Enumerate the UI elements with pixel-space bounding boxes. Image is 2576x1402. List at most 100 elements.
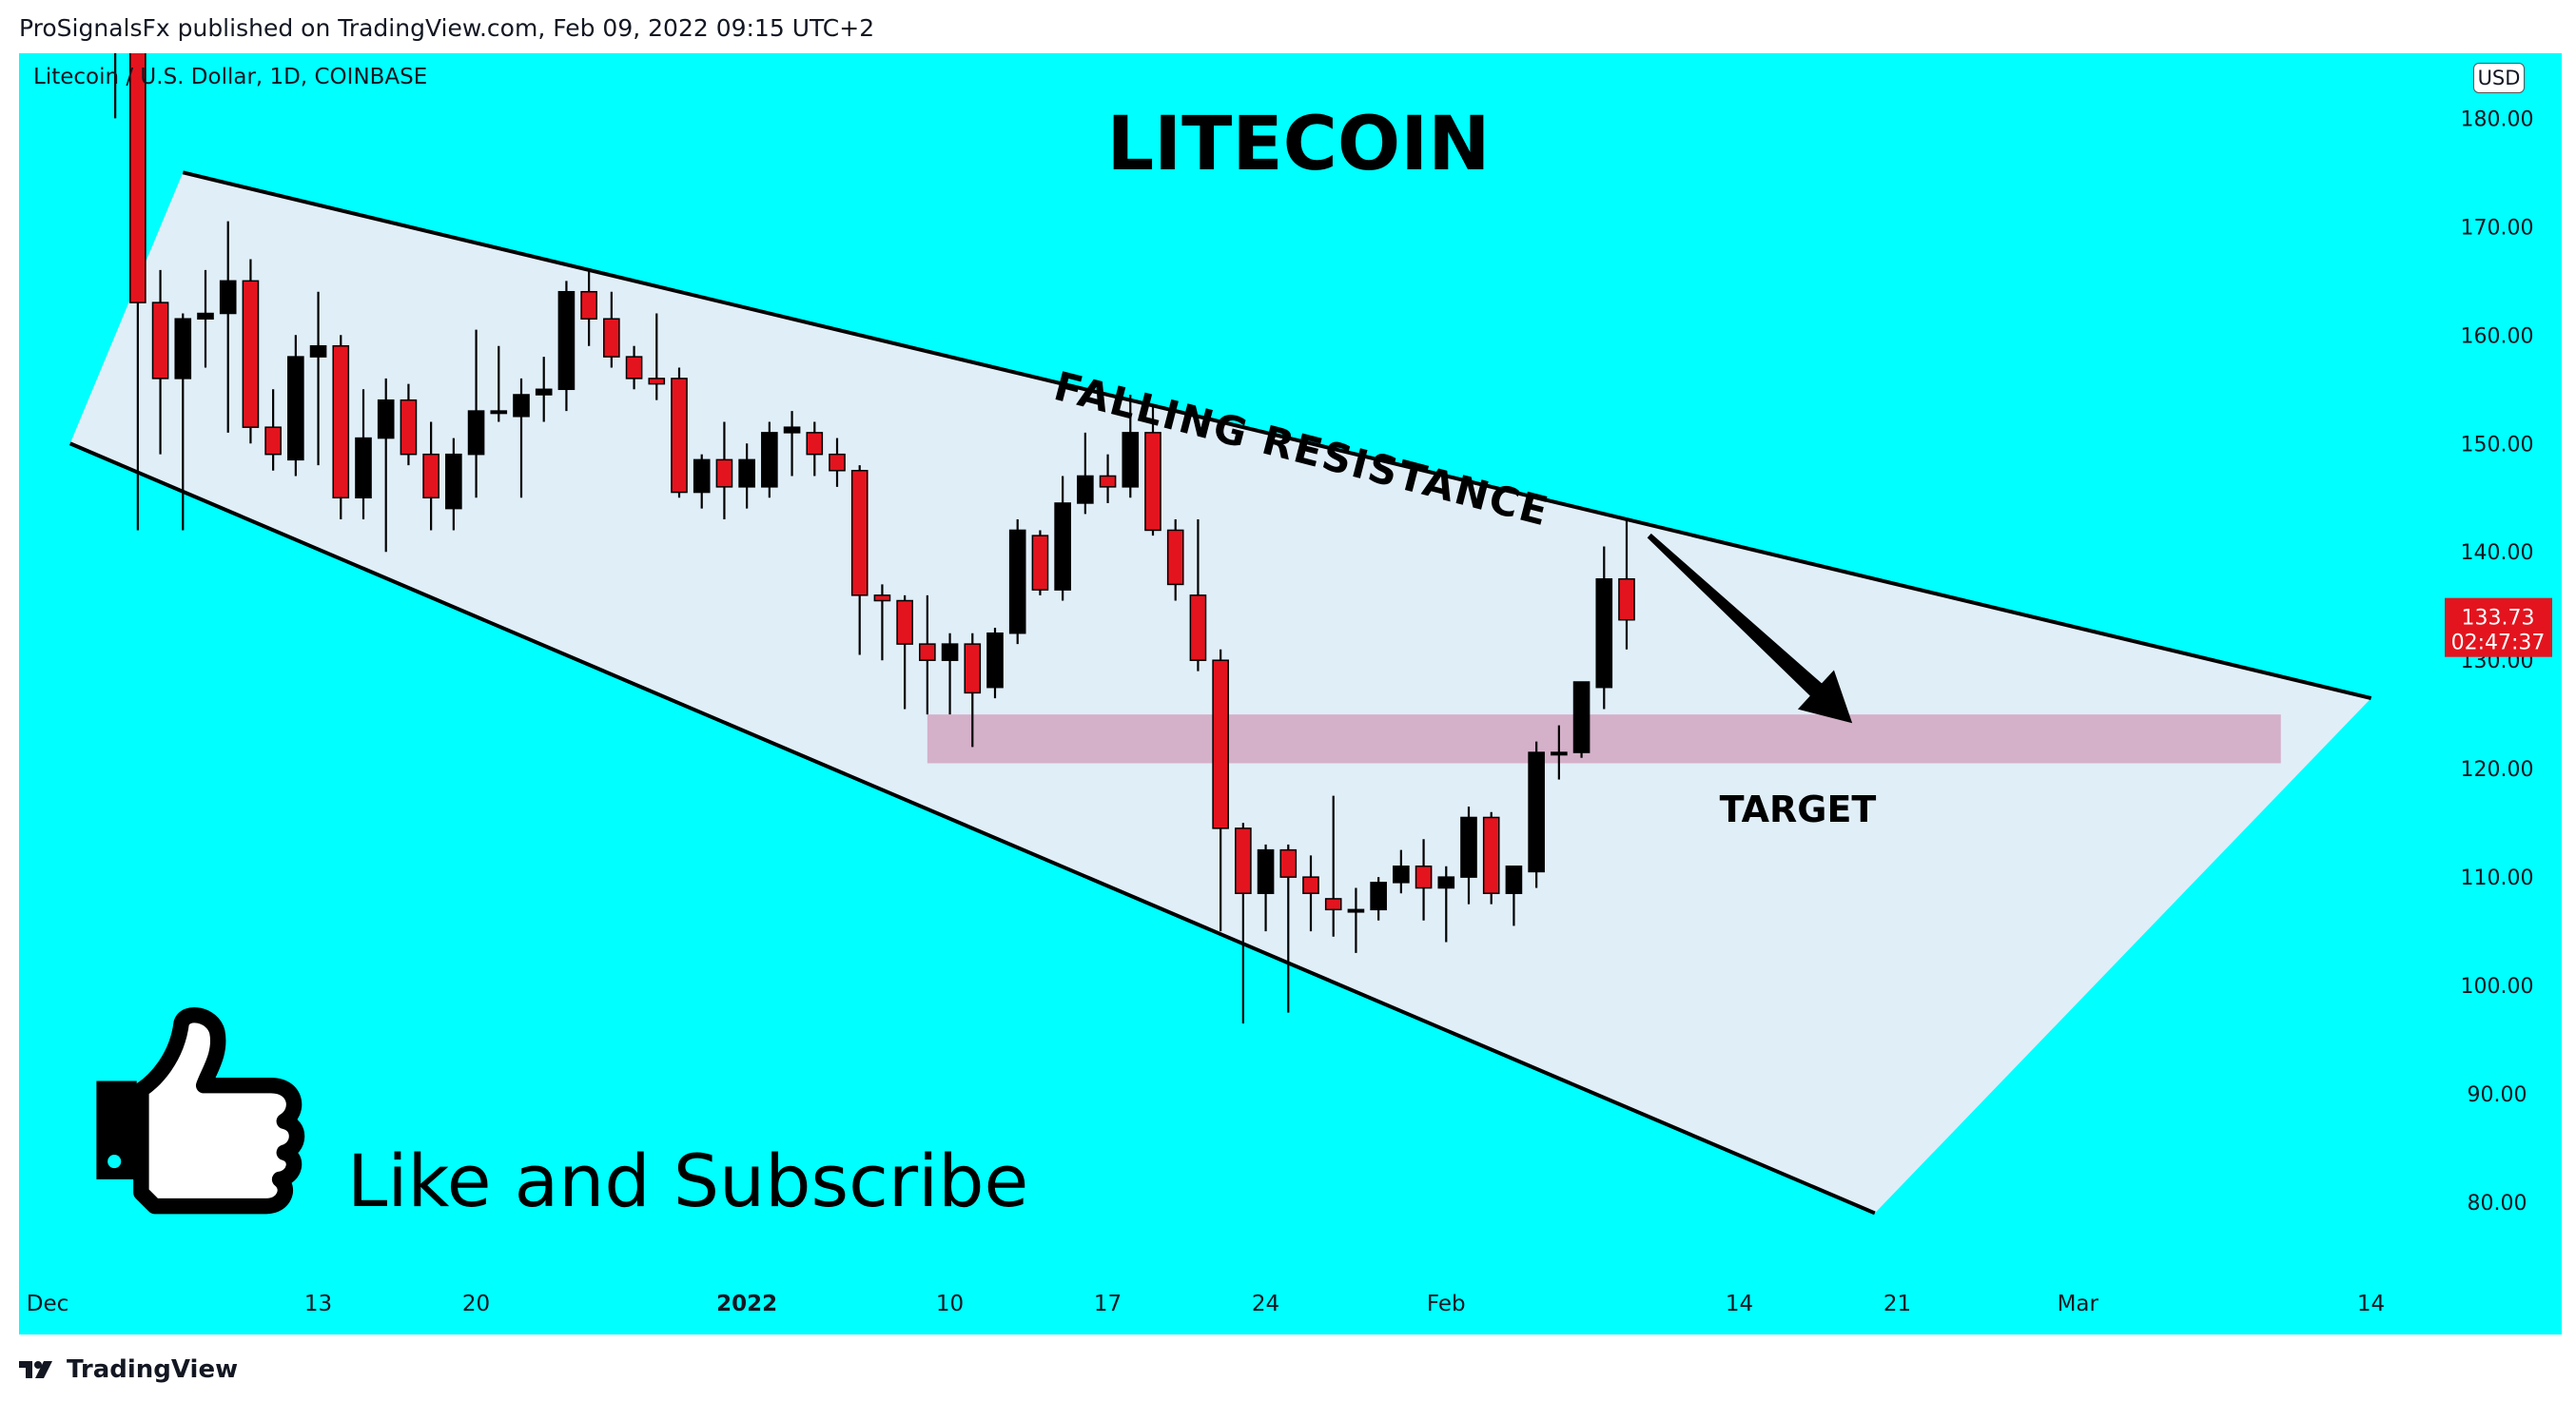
- candles-layer: [114, 53, 1635, 1023]
- candle-body: [1393, 865, 1410, 884]
- candle-body: [1370, 882, 1387, 911]
- candle: [1166, 519, 1184, 601]
- y-tick-label: 90.00: [2468, 1083, 2527, 1107]
- candle-body: [625, 356, 643, 380]
- candle-body: [467, 410, 485, 456]
- x-tick-label: 13: [304, 1292, 332, 1316]
- candle: [625, 345, 643, 390]
- candle: [1189, 519, 1207, 672]
- candle-body: [738, 458, 755, 488]
- support-line: [68, 441, 1876, 1216]
- candle: [1393, 849, 1410, 894]
- footer[interactable]: TradingView: [19, 1351, 238, 1389]
- candle-body: [829, 453, 846, 472]
- candle: [1482, 811, 1500, 905]
- candle: [309, 291, 327, 466]
- y-tick-label: 120.00: [2461, 758, 2534, 782]
- x-tick-label: 21: [1883, 1292, 1911, 1316]
- candle-body: [873, 594, 891, 602]
- candle-body: [400, 399, 418, 456]
- candle: [513, 378, 530, 498]
- candle-body: [1054, 502, 1071, 591]
- candle-body: [850, 470, 868, 596]
- candle: [941, 633, 959, 715]
- candle-body: [1437, 876, 1455, 889]
- candle: [1415, 839, 1433, 921]
- y-tick-label: 160.00: [2461, 324, 2534, 348]
- candle: [873, 584, 891, 661]
- candle: [114, 53, 117, 119]
- candle: [129, 53, 146, 531]
- candle: [400, 383, 418, 466]
- candle: [964, 633, 982, 748]
- candle: [693, 454, 711, 509]
- candle: [829, 438, 846, 487]
- target-zone: [927, 714, 2281, 764]
- candle: [715, 421, 733, 520]
- candle-body: [580, 290, 597, 320]
- price-tag-box: [2445, 597, 2552, 657]
- candle-body: [422, 453, 439, 499]
- x-tick-label: Feb: [1427, 1292, 1466, 1316]
- publisher-header: ProSignalsFx published on TradingView.co…: [19, 14, 875, 42]
- candle-body: [648, 378, 666, 385]
- candle-body: [1212, 659, 1229, 829]
- candle: [264, 389, 282, 471]
- candle-body: [1324, 898, 1342, 911]
- candle-body: [603, 318, 620, 358]
- candle: [896, 594, 913, 710]
- candle-body: [557, 290, 576, 391]
- candle: [783, 411, 801, 477]
- candle: [1618, 519, 1635, 650]
- candle: [557, 281, 576, 412]
- candle: [1235, 823, 1252, 1023]
- chart-area[interactable]: LITECOIN FALLING RESISTANCE TARGET Like and…: [19, 53, 2562, 1334]
- currency-button[interactable]: USD: [2473, 63, 2525, 93]
- candle-body: [1099, 475, 1117, 488]
- candle: [1122, 394, 1140, 498]
- candle: [1257, 844, 1275, 932]
- candle: [648, 313, 666, 400]
- y-tick-label: 180.00: [2461, 107, 2534, 131]
- x-tick-label: 14: [1726, 1292, 1753, 1316]
- candle: [1031, 530, 1049, 595]
- candle: [1505, 865, 1523, 926]
- candle: [671, 367, 688, 498]
- candle-body: [1482, 816, 1500, 894]
- falling-resistance-line: [182, 170, 2372, 701]
- x-tick-label: 24: [1252, 1292, 1279, 1316]
- candle: [422, 421, 439, 531]
- candle-body: [151, 302, 169, 380]
- candle-body: [332, 344, 350, 499]
- candle-body: [1077, 475, 1094, 504]
- candle: [761, 421, 778, 498]
- candle-body: [806, 432, 824, 456]
- candle: [535, 357, 553, 422]
- candle: [850, 465, 868, 655]
- candle-body: [1144, 432, 1161, 532]
- tradingview-logo-icon: [19, 1361, 52, 1378]
- candle: [1279, 844, 1298, 1013]
- candle-body: [1618, 577, 1635, 621]
- candle-body: [287, 356, 304, 461]
- symbol-label[interactable]: Litecoin / U.S. Dollar, 1D, COINBASE: [33, 65, 428, 89]
- candle-body: [1551, 751, 1568, 756]
- candle-body: [896, 599, 913, 645]
- candle-body: [1460, 816, 1477, 878]
- target-label: TARGET: [1720, 789, 1877, 830]
- candle-body: [264, 426, 282, 456]
- candle: [738, 443, 755, 509]
- candle-body: [919, 643, 936, 661]
- candle: [1595, 546, 1613, 710]
- candle: [287, 335, 304, 477]
- candle: [1551, 725, 1568, 780]
- candle-body: [197, 312, 214, 320]
- candle-body: [964, 643, 982, 694]
- candle: [355, 389, 372, 520]
- candle-body: [445, 453, 462, 510]
- candle: [151, 269, 169, 455]
- candle-body: [1008, 529, 1026, 634]
- candle: [1302, 855, 1319, 932]
- price-countdown: 02:47:37: [2451, 632, 2546, 655]
